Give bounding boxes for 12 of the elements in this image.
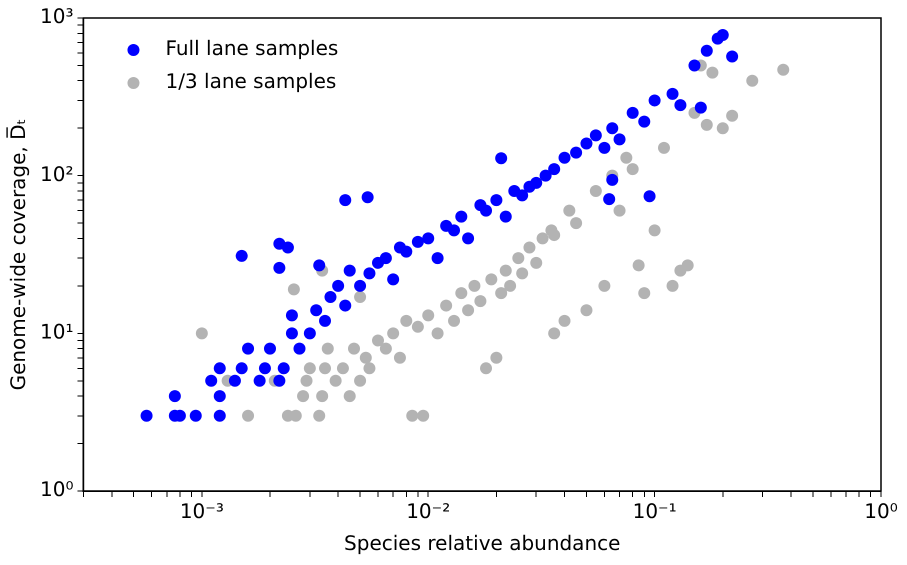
x-tick-label: 10⁻¹: [632, 499, 677, 524]
x-tick-label: 10⁻²: [406, 499, 450, 524]
y-tick-label: 10²: [40, 162, 74, 186]
y-tick-label: 10³: [40, 4, 74, 28]
legend-label: 1/3 lane samples: [165, 69, 336, 94]
x-tick-label: 10⁰: [864, 499, 898, 524]
y-tick-label: 10⁰: [40, 477, 74, 502]
y-axis-title: Genome-wide coverage, D̅ₜ: [6, 118, 30, 390]
y-tick-label: 10¹: [40, 320, 74, 344]
x-tick-label: 10⁻³: [180, 499, 224, 524]
x-axis-title: Species relative abundance: [344, 531, 620, 556]
legend-label: Full lane samples: [165, 36, 338, 60]
